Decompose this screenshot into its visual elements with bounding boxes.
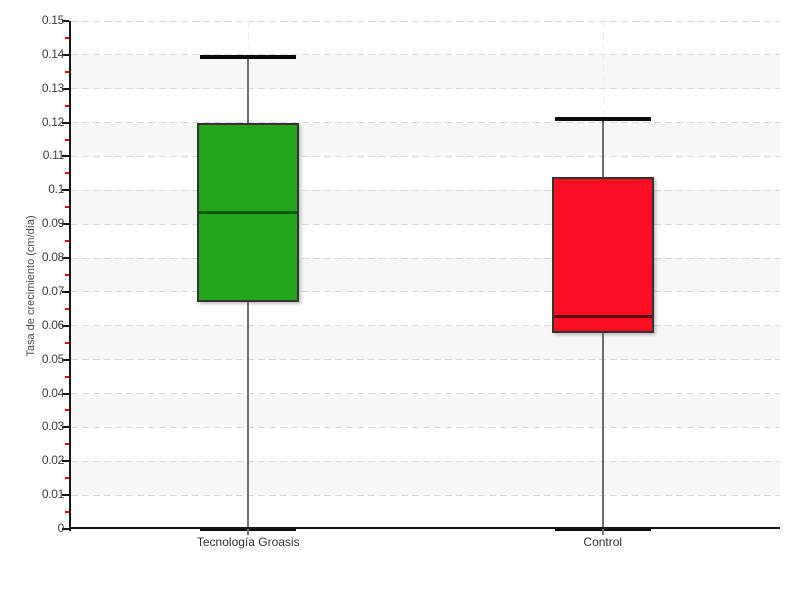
y-major-tick [62, 155, 69, 158]
x-tick [601, 529, 604, 535]
x-axis-spine [69, 527, 780, 529]
y-minor-tick [65, 511, 69, 514]
y-minor-tick [65, 240, 69, 243]
y-tick-label: 0.09 [41, 216, 64, 231]
y-major-tick [62, 20, 69, 22]
gridline-horizontal [71, 359, 780, 361]
whisker-lower [601, 332, 604, 529]
y-major-tick [62, 460, 69, 463]
y-tick-label: 0.07 [41, 283, 64, 298]
y-minor-tick [65, 36, 69, 39]
gridline-horizontal [71, 325, 780, 327]
y-tick-label: 0.04 [41, 385, 64, 400]
gridline-horizontal [71, 223, 780, 225]
whisker-upper [247, 56, 250, 123]
y-minor-tick [65, 375, 69, 378]
x-tick-label: Tecnología Groasis [196, 535, 300, 549]
whisker-cap-upper [200, 54, 297, 59]
gridline-horizontal [71, 257, 780, 259]
y-tick-label: 0.01 [41, 487, 64, 502]
whisker-upper [601, 119, 604, 177]
gridline-horizontal [71, 460, 780, 462]
y-minor-tick [65, 307, 69, 310]
y-minor-tick [65, 70, 69, 73]
gridline-horizontal [71, 494, 780, 496]
grid-band [71, 461, 780, 496]
x-tick [247, 529, 250, 535]
y-tick-label: 0.03 [41, 419, 64, 434]
y-major-tick [62, 121, 69, 124]
y-tick-label: 0 [57, 521, 65, 535]
gridline-horizontal [71, 88, 780, 90]
grid-band [71, 258, 780, 292]
y-major-tick [62, 324, 69, 327]
grid-band [71, 325, 780, 360]
grid-band [71, 190, 780, 225]
y-axis-spine [69, 21, 71, 531]
y-major-tick [62, 189, 69, 192]
gridline-horizontal [71, 122, 780, 124]
y-major-tick [62, 392, 69, 395]
y-major-tick [62, 257, 69, 260]
y-tick-label: 0.02 [41, 453, 64, 468]
y-tick-label: 0.14 [41, 46, 64, 61]
y-minor-tick [65, 206, 69, 209]
y-major-tick [62, 223, 69, 226]
gridline-horizontal [71, 155, 780, 157]
y-major-tick [62, 426, 69, 429]
y-tick-label: 0.12 [41, 114, 64, 129]
gridline-horizontal [71, 20, 780, 22]
y-major-tick [62, 290, 69, 293]
y-major-tick [62, 528, 69, 530]
box-control [551, 176, 654, 333]
y-minor-tick [65, 477, 69, 480]
y-minor-tick [65, 443, 69, 446]
y-major-tick [62, 53, 69, 56]
gridline-horizontal [71, 189, 780, 191]
y-major-tick [62, 358, 69, 361]
y-tick-label: 0.15 [41, 13, 64, 27]
x-tick-label: Control [583, 535, 623, 549]
y-tick-label: 0.05 [41, 351, 64, 366]
whisker-lower [247, 302, 250, 529]
whisker-cap-upper [554, 117, 651, 122]
y-minor-tick [65, 138, 69, 141]
y-minor-tick [65, 341, 69, 344]
grid-band [71, 54, 780, 89]
y-minor-tick [65, 104, 69, 107]
y-tick-label: 0.08 [41, 250, 64, 265]
y-major-tick [62, 87, 69, 90]
gridline-horizontal [71, 54, 780, 56]
y-tick-label: 0.1 [48, 182, 64, 197]
y-tick-label: 0.11 [42, 148, 65, 163]
y-minor-tick [65, 409, 69, 412]
grid-band [71, 393, 780, 428]
gridline-horizontal [71, 393, 780, 395]
median-line [553, 314, 652, 318]
gridline-horizontal [71, 291, 780, 293]
y-minor-tick [65, 172, 69, 175]
median-line [199, 211, 298, 215]
grid-band [71, 122, 780, 157]
gridline-horizontal [71, 426, 780, 428]
y-minor-tick [65, 274, 69, 276]
y-major-tick [62, 494, 69, 497]
y-tick-label: 0.06 [41, 317, 64, 332]
y-tick-label: 0.13 [41, 80, 64, 95]
